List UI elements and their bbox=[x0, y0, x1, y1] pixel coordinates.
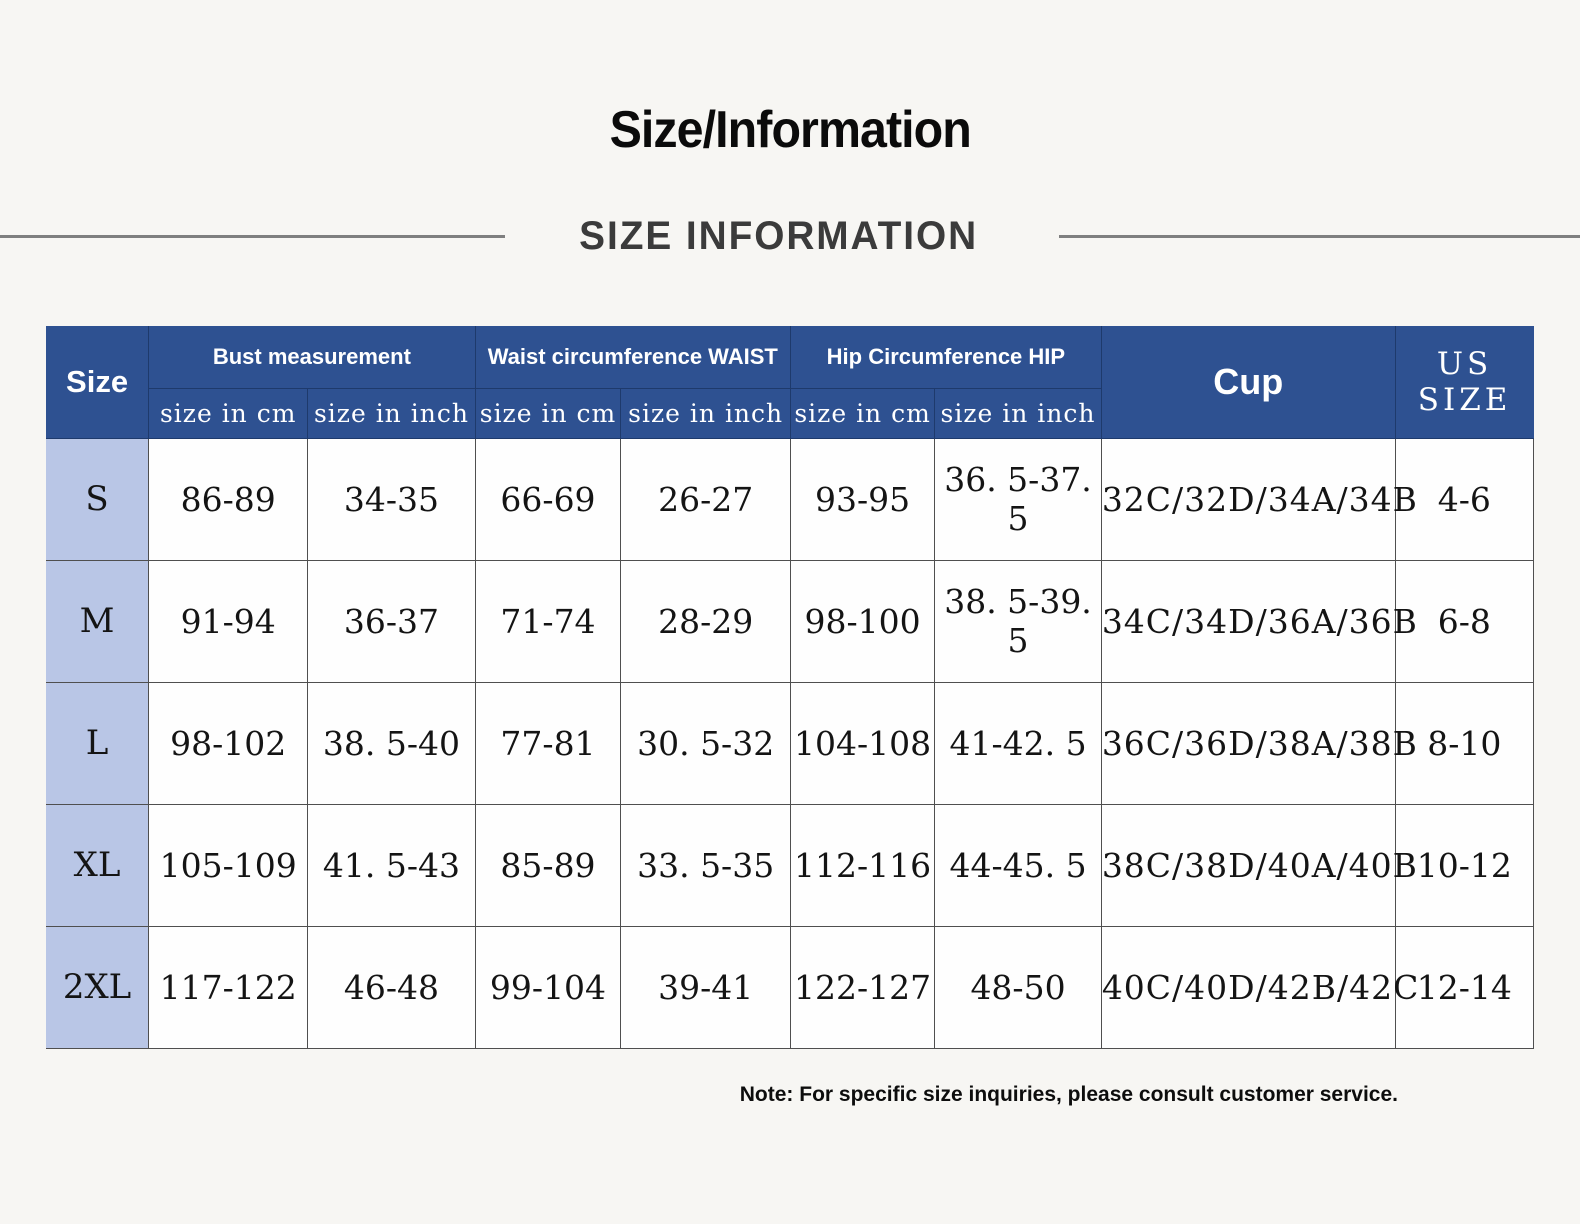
us-size-cell: 6-8 bbox=[1394, 559, 1535, 683]
waist-inch-cell: 26-27 bbox=[620, 437, 791, 561]
size-label-cell: M bbox=[46, 559, 150, 683]
subheader-hip-inch: size in inch bbox=[934, 387, 1102, 439]
us-size-cell: 8-10 bbox=[1394, 681, 1535, 805]
bust-cm-cell: 105-109 bbox=[148, 803, 309, 927]
section-heading: SIZE INFORMATION bbox=[0, 212, 1580, 260]
us-size-cell: 4-6 bbox=[1394, 437, 1535, 561]
table-row: S 86-89 34-35 66-69 26-27 93-95 36. 5-37… bbox=[46, 437, 1535, 561]
subheader-hip-cm: size in cm bbox=[789, 387, 936, 439]
bust-cm-cell: 98-102 bbox=[148, 681, 309, 805]
page-title: Size/Information bbox=[0, 0, 1580, 160]
hip-inch-cell: 41-42. 5 bbox=[934, 681, 1102, 805]
hip-inch-cell: 36. 5-37. 5 bbox=[934, 437, 1102, 561]
subheader-bust-cm: size in cm bbox=[148, 387, 309, 439]
waist-cm-cell: 71-74 bbox=[474, 559, 622, 683]
table-row: L 98-102 38. 5-40 77-81 30. 5-32 104-108… bbox=[46, 681, 1535, 805]
bust-inch-cell: 41. 5-43 bbox=[307, 803, 476, 927]
bust-cm-cell: 86-89 bbox=[148, 437, 309, 561]
subheader-waist-inch: size in inch bbox=[620, 387, 791, 439]
table-row: 2XL 117-122 46-48 99-104 39-41 122-127 4… bbox=[46, 925, 1535, 1049]
column-header-hip: Hip Circumference HIP bbox=[789, 326, 1102, 389]
subheader-bust-inch: size in inch bbox=[307, 387, 476, 439]
size-label-cell: 2XL bbox=[46, 925, 150, 1049]
hip-cm-cell: 93-95 bbox=[789, 437, 936, 561]
table-row: XL 105-109 41. 5-43 85-89 33. 5-35 112-1… bbox=[46, 803, 1535, 927]
waist-inch-cell: 33. 5-35 bbox=[620, 803, 791, 927]
hip-inch-cell: 38. 5-39. 5 bbox=[934, 559, 1102, 683]
size-label-cell: S bbox=[46, 437, 150, 561]
cup-cell: 38C/38D/40A/40B bbox=[1100, 803, 1417, 927]
waist-cm-cell: 77-81 bbox=[474, 681, 622, 805]
cup-cell: 40C/40D/42B/42C bbox=[1100, 925, 1418, 1049]
size-table-container: Size Bust measurement Waist circumferenc… bbox=[46, 326, 1535, 1049]
us-size-cell: 12-14 bbox=[1394, 925, 1535, 1049]
column-header-cup: Cup bbox=[1100, 326, 1396, 439]
column-header-size: Size bbox=[46, 326, 150, 439]
page-title-text: Size/Information bbox=[609, 101, 971, 159]
size-table: Size Bust measurement Waist circumferenc… bbox=[46, 326, 1535, 1049]
section-heading-text: SIZE INFORMATION bbox=[579, 213, 979, 258]
cup-cell: 32C/32D/34A/34B bbox=[1100, 437, 1417, 561]
column-header-bust: Bust measurement bbox=[148, 326, 476, 389]
cup-cell: 34C/34D/36A/36B bbox=[1100, 559, 1417, 683]
bust-inch-cell: 46-48 bbox=[307, 925, 476, 1049]
bust-cm-cell: 117-122 bbox=[148, 925, 309, 1049]
divider-line-left bbox=[0, 234, 505, 238]
bust-inch-cell: 38. 5-40 bbox=[307, 681, 476, 805]
waist-cm-cell: 99-104 bbox=[474, 925, 622, 1049]
hip-cm-cell: 98-100 bbox=[789, 559, 936, 683]
column-header-waist: Waist circumference WAIST bbox=[474, 326, 791, 389]
cup-cell: 36C/36D/38A/38B bbox=[1100, 681, 1417, 805]
waist-inch-cell: 28-29 bbox=[620, 559, 791, 683]
table-header-sub-row: size in cm size in inch size in cm size … bbox=[46, 387, 1534, 439]
hip-cm-cell: 104-108 bbox=[789, 681, 936, 805]
subheader-waist-cm: size in cm bbox=[474, 387, 622, 439]
column-header-us-size: US SIZE bbox=[1394, 326, 1534, 439]
hip-inch-cell: 44-45. 5 bbox=[934, 803, 1102, 927]
size-label-cell: L bbox=[46, 681, 150, 805]
bust-inch-cell: 34-35 bbox=[307, 437, 476, 561]
hip-cm-cell: 112-116 bbox=[789, 803, 936, 927]
waist-cm-cell: 66-69 bbox=[474, 437, 622, 561]
size-label-cell: XL bbox=[46, 803, 150, 927]
bust-inch-cell: 36-37 bbox=[307, 559, 476, 683]
waist-cm-cell: 85-89 bbox=[474, 803, 622, 927]
note-text: Note: For specific size inquiries, pleas… bbox=[739, 1082, 1398, 1106]
us-size-cell: 10-12 bbox=[1394, 803, 1535, 927]
table-header-group-row: Size Bust measurement Waist circumferenc… bbox=[46, 326, 1534, 439]
hip-cm-cell: 122-127 bbox=[789, 925, 936, 1049]
waist-inch-cell: 39-41 bbox=[620, 925, 791, 1049]
divider-line-right bbox=[1059, 234, 1580, 238]
waist-inch-cell: 30. 5-32 bbox=[620, 681, 791, 805]
bust-cm-cell: 91-94 bbox=[148, 559, 309, 683]
table-row: M 91-94 36-37 71-74 28-29 98-100 38. 5-3… bbox=[46, 559, 1535, 683]
hip-inch-cell: 48-50 bbox=[934, 925, 1102, 1049]
